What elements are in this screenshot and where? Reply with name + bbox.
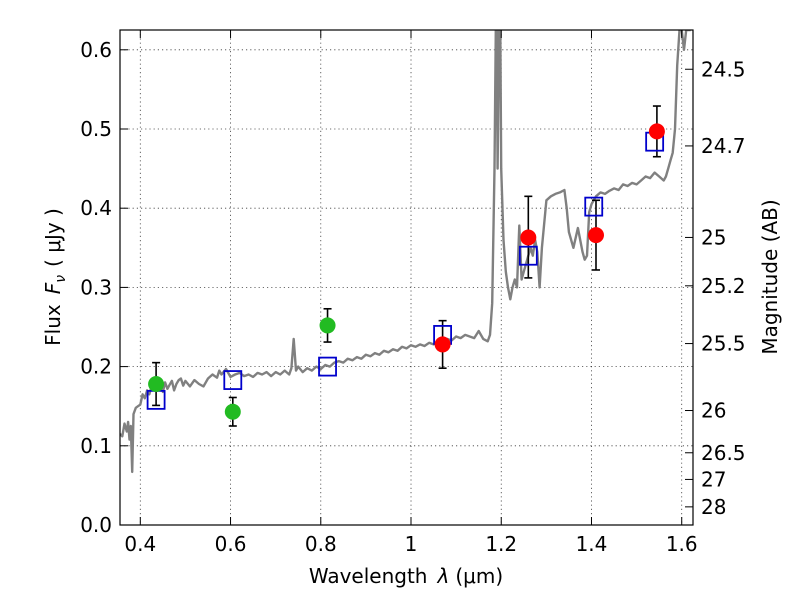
green-point — [319, 317, 336, 334]
x-tick-label: 1.2 — [485, 532, 517, 556]
model-square-point — [518, 245, 538, 266]
red-point — [648, 123, 665, 140]
y2-tick-label: 26 — [701, 399, 726, 423]
y-tick-label: 0.3 — [80, 275, 112, 299]
y2-tick-label: 25 — [701, 225, 726, 249]
y2-tick-label: 26.5 — [701, 441, 746, 465]
grid-lines — [120, 30, 693, 526]
y2-tick-label: 25.5 — [701, 332, 746, 356]
y-tick-label: 0.0 — [80, 513, 112, 537]
y2-tick-label: 24.7 — [701, 134, 746, 158]
red-point — [434, 336, 451, 353]
x-tick-label: 0.8 — [305, 532, 337, 556]
model-square-point — [318, 356, 337, 377]
green-point — [148, 376, 165, 393]
x-tick-label: 0.4 — [124, 532, 156, 556]
x-axis-label: Wavelength λ (μm) — [309, 564, 503, 588]
tick-marks — [120, 30, 693, 526]
spectrum-series — [120, 30, 691, 474]
green-point — [224, 403, 241, 420]
y2-tick-label: 25.2 — [701, 274, 746, 298]
x-tick-label: 1.4 — [576, 532, 608, 556]
x-tick-label: 1.6 — [666, 532, 698, 556]
x-tick-label: 1 — [405, 532, 418, 556]
y-axis-label: FluxFν( μJy ) — [41, 208, 69, 346]
y-tick-label: 0.1 — [80, 434, 112, 458]
y2-axis-label: Magnitude (AB) — [758, 199, 782, 354]
y-tick-label: 0.5 — [80, 117, 112, 141]
y-tick-label: 0.6 — [80, 38, 112, 62]
y2-tick-label: 28 — [701, 495, 726, 519]
red-point — [520, 229, 537, 246]
model-square-point — [584, 196, 604, 217]
y-tick-label: 0.4 — [80, 196, 112, 220]
y2-tick-label: 24.5 — [701, 57, 746, 81]
spectrum-line — [120, 30, 691, 474]
observed-points — [148, 123, 665, 420]
plot-frame — [119, 29, 694, 526]
errorbars — [152, 105, 661, 427]
model-points — [146, 131, 665, 410]
tick-labels: 0.4 0.6 0.8 1 1.2 1.4 1.6 0.0 0.1 0.2 0.3 0.4 0.5 0.6… — [80, 38, 745, 556]
x-tick-label: 0.6 — [215, 532, 247, 556]
y-tick-label: 0.2 — [80, 355, 112, 379]
y2-tick-label: 27 — [701, 467, 726, 491]
axes — [119, 29, 694, 526]
model-square-point — [223, 370, 243, 390]
red-point — [587, 227, 604, 244]
